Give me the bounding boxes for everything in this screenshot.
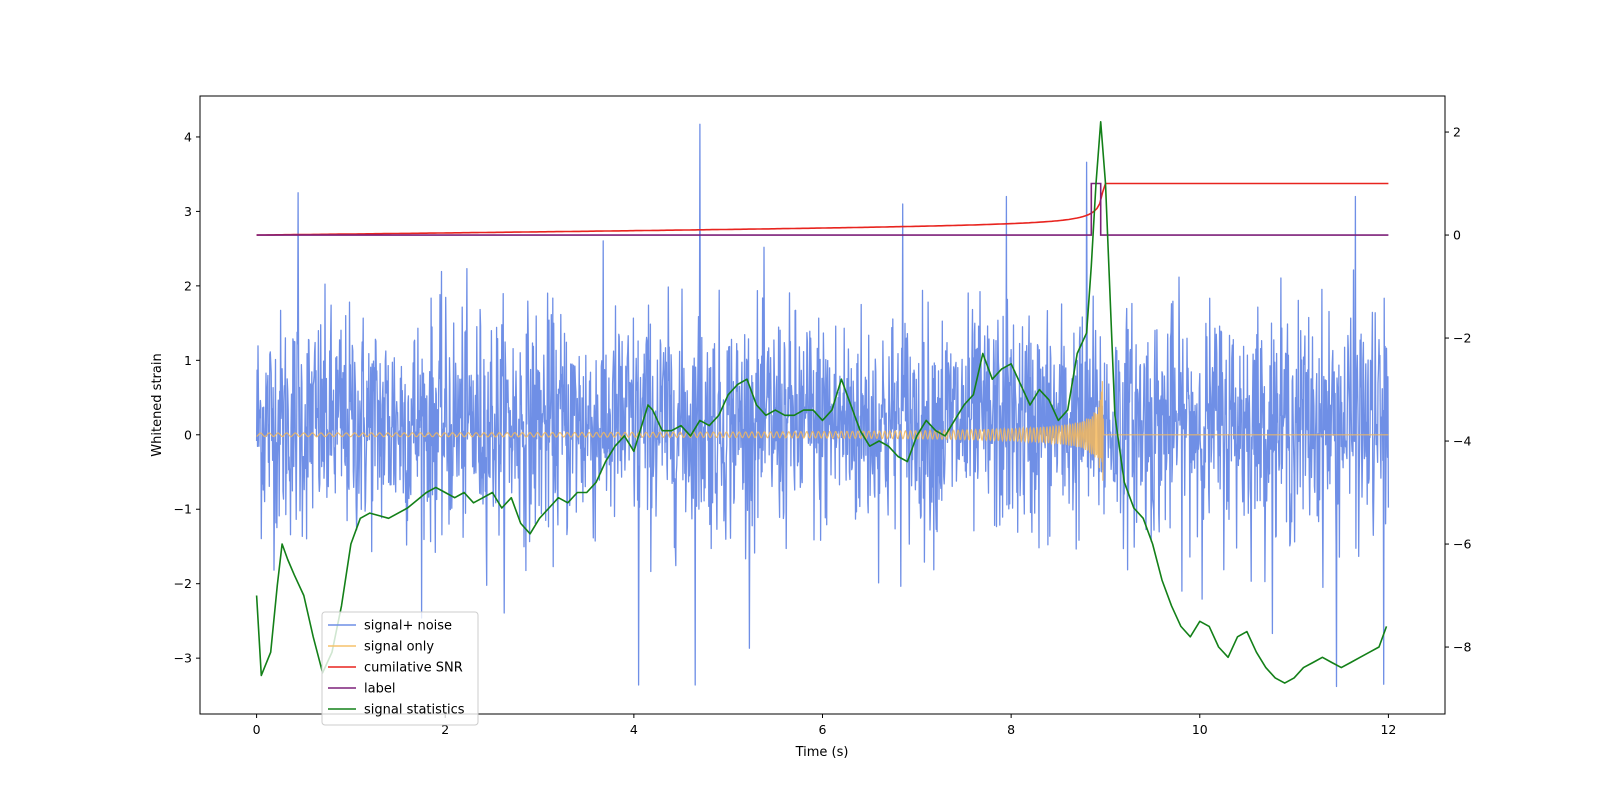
x-tick-label: 0 [253,722,261,737]
legend-entry-label: signal only [364,640,434,655]
plot-area [255,121,1390,688]
legend-box [321,611,479,726]
y-axis-right-ticks: −8 −6 −4 −2 0 2 [1445,125,1471,655]
series-signal-only [256,381,1389,481]
y2-tick-label: −8 [1453,640,1471,655]
y-axis-label: Whitened strain [150,353,165,456]
x-axis-label: Time (s) [795,745,849,760]
legend-entry-label: signal+ noise [364,619,452,634]
legend: signal+ noise signal only cumilative SNR la… [321,611,479,726]
y2-tick-label: 2 [1453,125,1461,140]
series-signal-statistics [255,121,1388,684]
signal-statistics-line [255,121,1388,684]
y-tick-label: 3 [184,204,192,219]
x-tick-label: 2 [441,722,449,737]
x-tick-label: 4 [630,722,638,737]
signal-plus-noise-line [255,123,1390,688]
y2-tick-label: 0 [1453,228,1461,243]
y-tick-label: −1 [174,502,192,517]
x-tick-label: 12 [1380,722,1396,737]
legend-entry-label: label [364,682,395,697]
series-cumilative-snr [256,182,1389,236]
legend-entry-label: cumilative SNR [364,661,463,676]
y-tick-label: 4 [184,129,192,144]
y-tick-label: 1 [184,353,192,368]
y-tick-label: 0 [184,427,192,442]
y-tick-label: 2 [184,278,192,293]
y2-tick-label: −6 [1453,537,1471,552]
y-axis-left-ticks: −3 −2 −1 0 1 2 3 4 [174,129,200,666]
y-tick-label: −3 [174,651,192,666]
x-tick-label: 8 [1007,722,1015,737]
cumilative-snr-line [256,182,1389,236]
y2-tick-label: −4 [1453,434,1471,449]
legend-entry-label: signal statistics [364,703,465,718]
x-tick-label: 10 [1192,722,1208,737]
series-signal-plus-noise [255,123,1390,688]
y-tick-label: −2 [174,576,192,591]
y2-tick-label: −2 [1453,331,1471,346]
x-tick-label: 6 [819,722,827,737]
signal-only-line [256,381,1389,481]
